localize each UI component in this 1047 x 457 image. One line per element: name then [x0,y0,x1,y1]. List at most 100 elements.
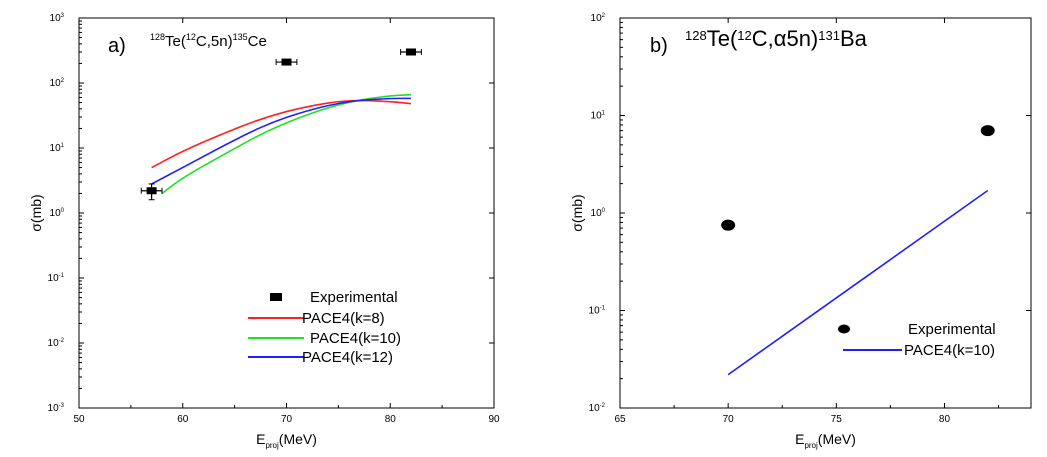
y-tick-exp: 3 [61,13,65,19]
legend: Experimental PACE4(k=10) [838,321,996,359]
x-tick-text: 75 [831,414,843,425]
y-tick-base: 10 [48,338,60,349]
title-part3: Ce [248,33,267,50]
chart-title: 128Te(12C,5n)135Ce [150,32,267,50]
y-tick-label: 102 [50,78,65,89]
legend-label-0: PACE4(k=10) [904,342,995,359]
x-tick-text: 60 [177,414,189,425]
y-axis-label-text: σ(mb) [569,194,585,231]
legend-marker-experimental [838,324,850,334]
y-tick-label: 100 [591,208,606,219]
chart-title: 128Te(12C,α5n)131Ba [685,26,868,51]
title-mass3: 135 [233,32,248,42]
y-tick-exp: 1 [602,111,606,117]
legend-text: Experimental [310,289,398,306]
y-axis-label: σ(mb) [28,194,44,231]
title-part2: C,5n) [196,33,233,50]
y-tick-base: 10 [589,306,601,317]
y-tick-base: 10 [50,78,62,89]
y-tick-base: 10 [589,403,601,414]
y-tick-label: 10-2 [589,403,606,414]
title-mass2: 12 [737,28,751,43]
y-tick-base: 10 [50,143,62,154]
y-tick-base: 10 [591,208,603,219]
y-tick-exp: 2 [602,13,606,19]
title-part1: Te( [165,33,186,50]
legend-text: PACE4(k=12) [302,349,393,366]
title-mass1: 128 [685,28,707,43]
series-line-2 [151,97,411,185]
y-tick-base: 10 [48,273,60,284]
y-tick-exp: 0 [61,208,65,214]
y-tick-exp: -2 [59,338,65,344]
x-tick-text: 50 [73,414,85,425]
legend-label-1: PACE4(k=10) [310,330,401,347]
panel-letter-text: a) [108,35,126,57]
y-tick-base: 10 [50,13,62,24]
legend-label-experimental: Experimental [908,321,996,338]
panel-1: 65 70 75 8010-210-1100101102Eproj(MeV)σ(mb)… [569,13,1032,450]
legend-label-0: PACE4(k=8) [302,310,385,327]
x-axis-label-sub: proj [265,441,279,450]
x-tick-label: 70 [281,414,293,425]
y-tick-exp: -3 [59,403,65,409]
y-tick-exp: -2 [600,403,606,409]
x-tick-label: 75 [831,414,843,425]
y-tick-label: 10-1 [589,306,606,317]
series-line-0 [151,99,412,169]
experimental-point [721,219,736,231]
title-part2: C,α5n) [752,26,819,51]
x-tick-label: 80 [939,414,951,425]
x-tick-label: 90 [488,414,500,425]
x-axis-label: Eproj(MeV) [256,431,317,450]
y-tick-base: 10 [591,111,603,122]
legend-label-2: PACE4(k=12) [302,349,393,366]
y-tick-label: 100 [50,208,65,219]
y-tick-exp: 0 [602,208,606,214]
y-tick-base: 10 [591,13,603,24]
x-tick-label: 50 [73,414,85,425]
y-tick-label: 102 [591,13,606,24]
y-axis-label-text: σ(mb) [28,194,44,231]
x-tick-text: 70 [723,414,735,425]
x-axis-label-sub: proj [804,441,818,450]
y-tick-label: 10-1 [48,273,65,284]
y-tick-exp: 1 [61,143,65,149]
title-part1: Te( [707,26,738,51]
series-line-1 [161,93,412,195]
y-tick-label: 10-3 [48,403,65,414]
legend-text: Experimental [908,321,996,338]
y-tick-label: 10-2 [48,338,65,349]
experimental-point [146,187,157,195]
legend-marker-experimental [270,293,282,301]
x-tick-text: 90 [488,414,500,425]
y-tick-exp: 2 [61,78,65,84]
x-axis-label: Eproj(MeV) [795,431,856,450]
panel-letter: b) [650,35,668,57]
y-tick-base: 10 [48,403,60,414]
y-tick-label: 101 [50,143,65,154]
x-tick-label: 65 [614,414,626,425]
legend-text: PACE4(k=10) [904,342,995,359]
y-tick-label: 101 [591,111,606,122]
x-tick-text: 70 [281,414,293,425]
x-axis-label-main: E [256,431,265,447]
x-axis-label-main: E [795,431,804,447]
x-tick-text: 80 [939,414,951,425]
x-tick-label: 80 [385,414,397,425]
legend-text: PACE4(k=10) [310,330,401,347]
x-tick-text: 80 [385,414,397,425]
y-axis-label: σ(mb) [569,194,585,231]
y-tick-label: 103 [50,13,65,24]
panel-letter-text: b) [650,35,668,57]
legend-text: PACE4(k=8) [302,310,385,327]
experimental-point [406,48,416,56]
x-axis-label-unit: (MeV) [818,431,856,447]
series-line-0 [727,189,989,376]
title-mass1: 128 [150,32,165,42]
title-mass3: 131 [818,28,840,43]
x-axis-label-unit: (MeV) [279,431,317,447]
y-tick-base: 10 [50,208,62,219]
legend-label-experimental: Experimental [310,289,398,306]
